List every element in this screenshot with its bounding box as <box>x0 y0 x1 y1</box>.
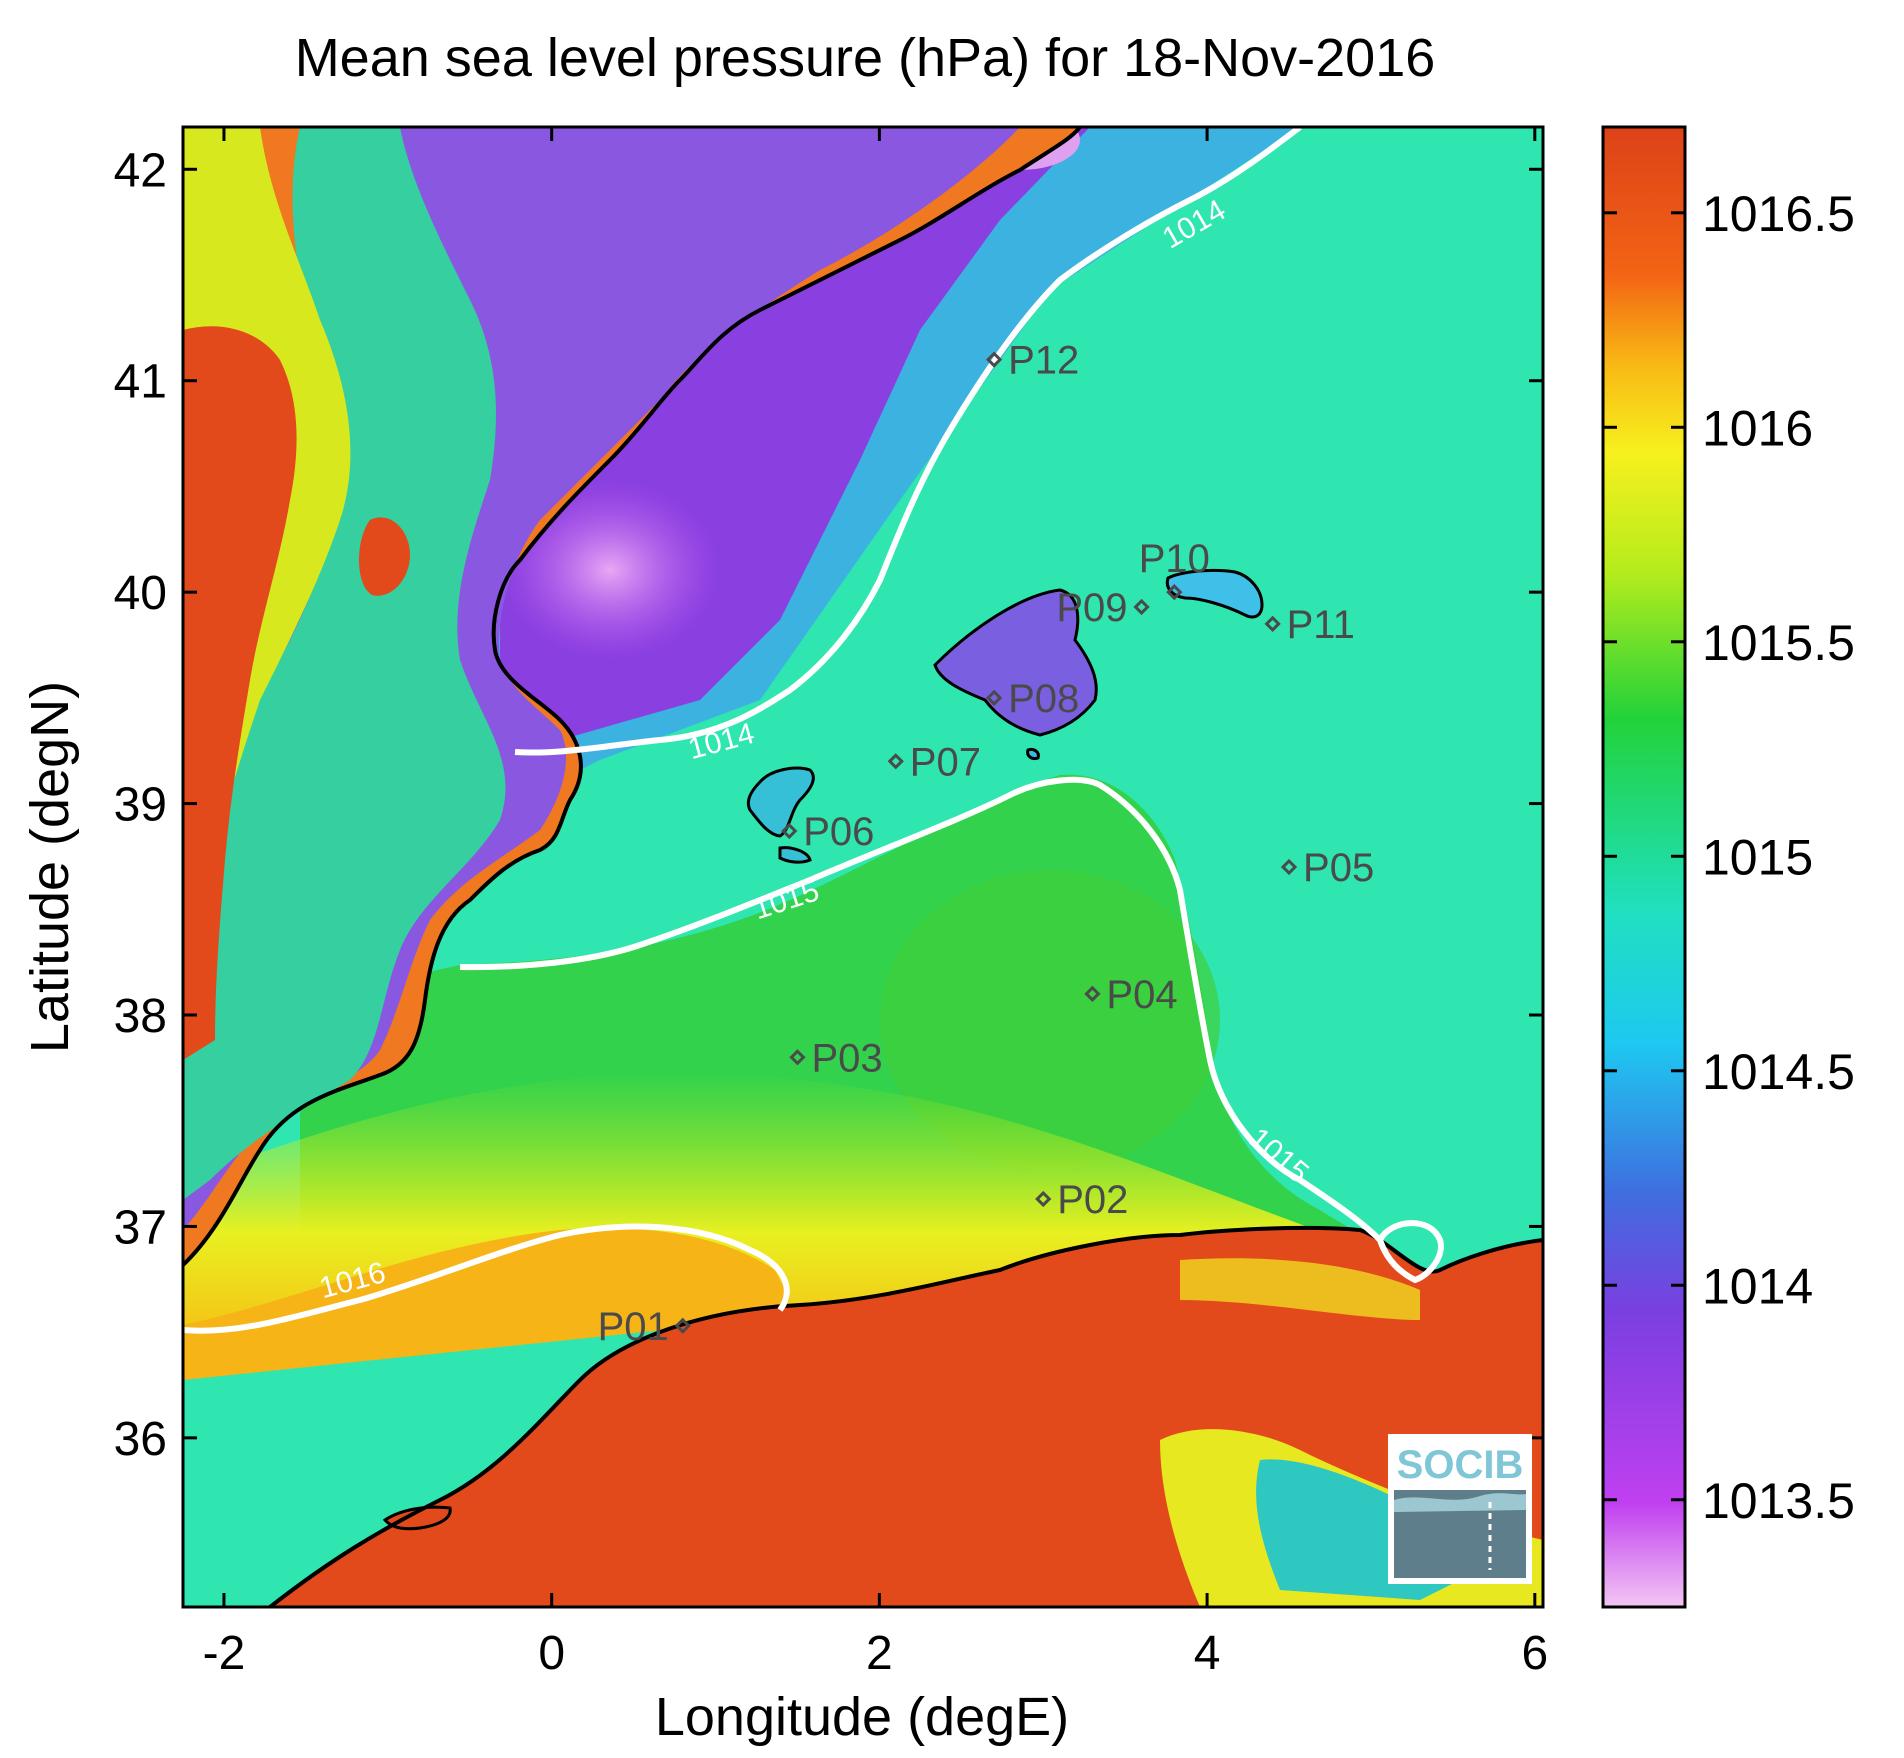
station-label: P03 <box>811 1036 882 1080</box>
colorbar-tick-label: 1015.5 <box>1702 615 1855 671</box>
africa-coastal-yellow <box>1180 1258 1420 1320</box>
station-p08: P08 <box>985 677 1079 721</box>
station-label: P12 <box>1008 339 1079 383</box>
station-p02: P02 <box>1035 1178 1128 1222</box>
station-p06: P06 <box>781 810 874 854</box>
station-label: P04 <box>1106 973 1177 1017</box>
station-label: P02 <box>1057 1178 1128 1222</box>
menorca-island <box>1165 568 1264 619</box>
station-marker <box>1166 584 1183 601</box>
contour-1014 <box>514 127 1302 756</box>
stations-layer: P01 P02 P03 P04 P05 P06 P07 P08 P09 P10 P11 P12 <box>598 339 1375 1349</box>
x-tick-label: 0 <box>538 1627 565 1680</box>
ibiza-island <box>746 766 815 838</box>
colorbar-tick-label: 1014 <box>1702 1258 1813 1314</box>
station-p03: P03 <box>789 1036 883 1080</box>
station-p09: P09 <box>1056 586 1150 630</box>
colorbar-ticks: 1013.5 1014 1014.5 1015 1015.5 1016 1016.5 <box>1603 186 1855 1529</box>
cabrera-island <box>1026 748 1040 760</box>
socib-logo: SOCIB <box>1388 1434 1532 1584</box>
station-p01: P01 <box>598 1305 691 1349</box>
y-tick-label: 42 <box>114 144 167 197</box>
station-marker <box>1084 985 1101 1002</box>
station-label: P05 <box>1303 846 1374 890</box>
y-tick-label: 38 <box>114 990 167 1043</box>
alboran-island <box>382 1505 452 1531</box>
x-tick-label: 4 <box>1194 1627 1221 1680</box>
map-title: Mean sea level pressure (hPa) for 18-Nov… <box>295 28 1436 88</box>
iberia-red-core <box>183 326 297 1060</box>
station-marker <box>1264 615 1281 632</box>
colorbar-tick-label: 1016.5 <box>1702 186 1855 242</box>
station-p11: P11 <box>1264 603 1355 647</box>
colorbar: 1013.5 1014 1014.5 1015 1015.5 1016 1016.5 <box>1601 125 1855 1609</box>
station-marker <box>674 1317 691 1334</box>
station-marker <box>781 822 798 840</box>
iberia-red-patch <box>358 517 410 596</box>
iberia-green-band <box>183 127 506 1200</box>
y-tick-label: 41 <box>114 356 167 409</box>
station-marker <box>1133 598 1150 616</box>
station-label: P07 <box>910 740 981 784</box>
station-label: P10 <box>1139 537 1210 581</box>
map-axes: -2 0 2 4 6 36 37 38 39 40 41 42 <box>114 127 1548 1680</box>
y-tick-label: 36 <box>114 1413 167 1466</box>
station-p12: P12 <box>985 339 1079 383</box>
x-tick-label: 6 <box>1521 1627 1548 1680</box>
y-tick-label: 37 <box>114 1201 167 1254</box>
station-p07: P07 <box>887 740 981 784</box>
contour-1016 <box>183 1223 790 1334</box>
station-label: P01 <box>598 1305 669 1349</box>
station-marker <box>1280 858 1298 876</box>
station-marker <box>985 689 1003 706</box>
colorbar-tick-label: 1016 <box>1702 400 1813 456</box>
station-label: P09 <box>1056 586 1127 630</box>
station-p05: P05 <box>1280 846 1374 890</box>
x-tick-label: 2 <box>866 1627 893 1680</box>
x-axis-label: Longitude (degE) <box>655 1687 1069 1747</box>
orange-region <box>183 1228 790 1380</box>
africa-coastline <box>268 1225 1543 1607</box>
y-tick-label: 39 <box>114 779 167 832</box>
colorbar-tick-label: 1013.5 <box>1702 1473 1855 1529</box>
station-p04: P04 <box>1084 973 1178 1017</box>
map-frame <box>181 125 1545 1609</box>
station-marker <box>887 753 904 770</box>
station-label: P11 <box>1287 603 1355 647</box>
y-axis-label: Latitude (degN) <box>20 681 80 1053</box>
x-tick-label: -2 <box>203 1627 246 1680</box>
station-marker <box>789 1049 806 1066</box>
green-center <box>880 870 1220 1170</box>
socib-logo-wave-icon <box>1394 1493 1526 1512</box>
station-p10: P10 <box>1139 537 1210 601</box>
iberia-coastline <box>183 127 1082 1267</box>
station-marker <box>985 351 1003 368</box>
colorbar-tick-label: 1015 <box>1702 829 1813 885</box>
colorbar-tick-label: 1014.5 <box>1702 1044 1855 1100</box>
magenta-spot <box>500 480 720 660</box>
y-tick-label: 40 <box>114 567 167 620</box>
socib-logo-text: SOCIB <box>1397 1443 1524 1487</box>
mallorca-island <box>933 588 1098 737</box>
station-label: P08 <box>1008 677 1079 721</box>
formentera-island <box>778 846 812 864</box>
colorbar-gradient <box>1601 125 1687 1609</box>
station-label: P06 <box>803 810 874 854</box>
station-marker <box>1035 1190 1052 1208</box>
contour-1015 <box>459 776 1444 1284</box>
